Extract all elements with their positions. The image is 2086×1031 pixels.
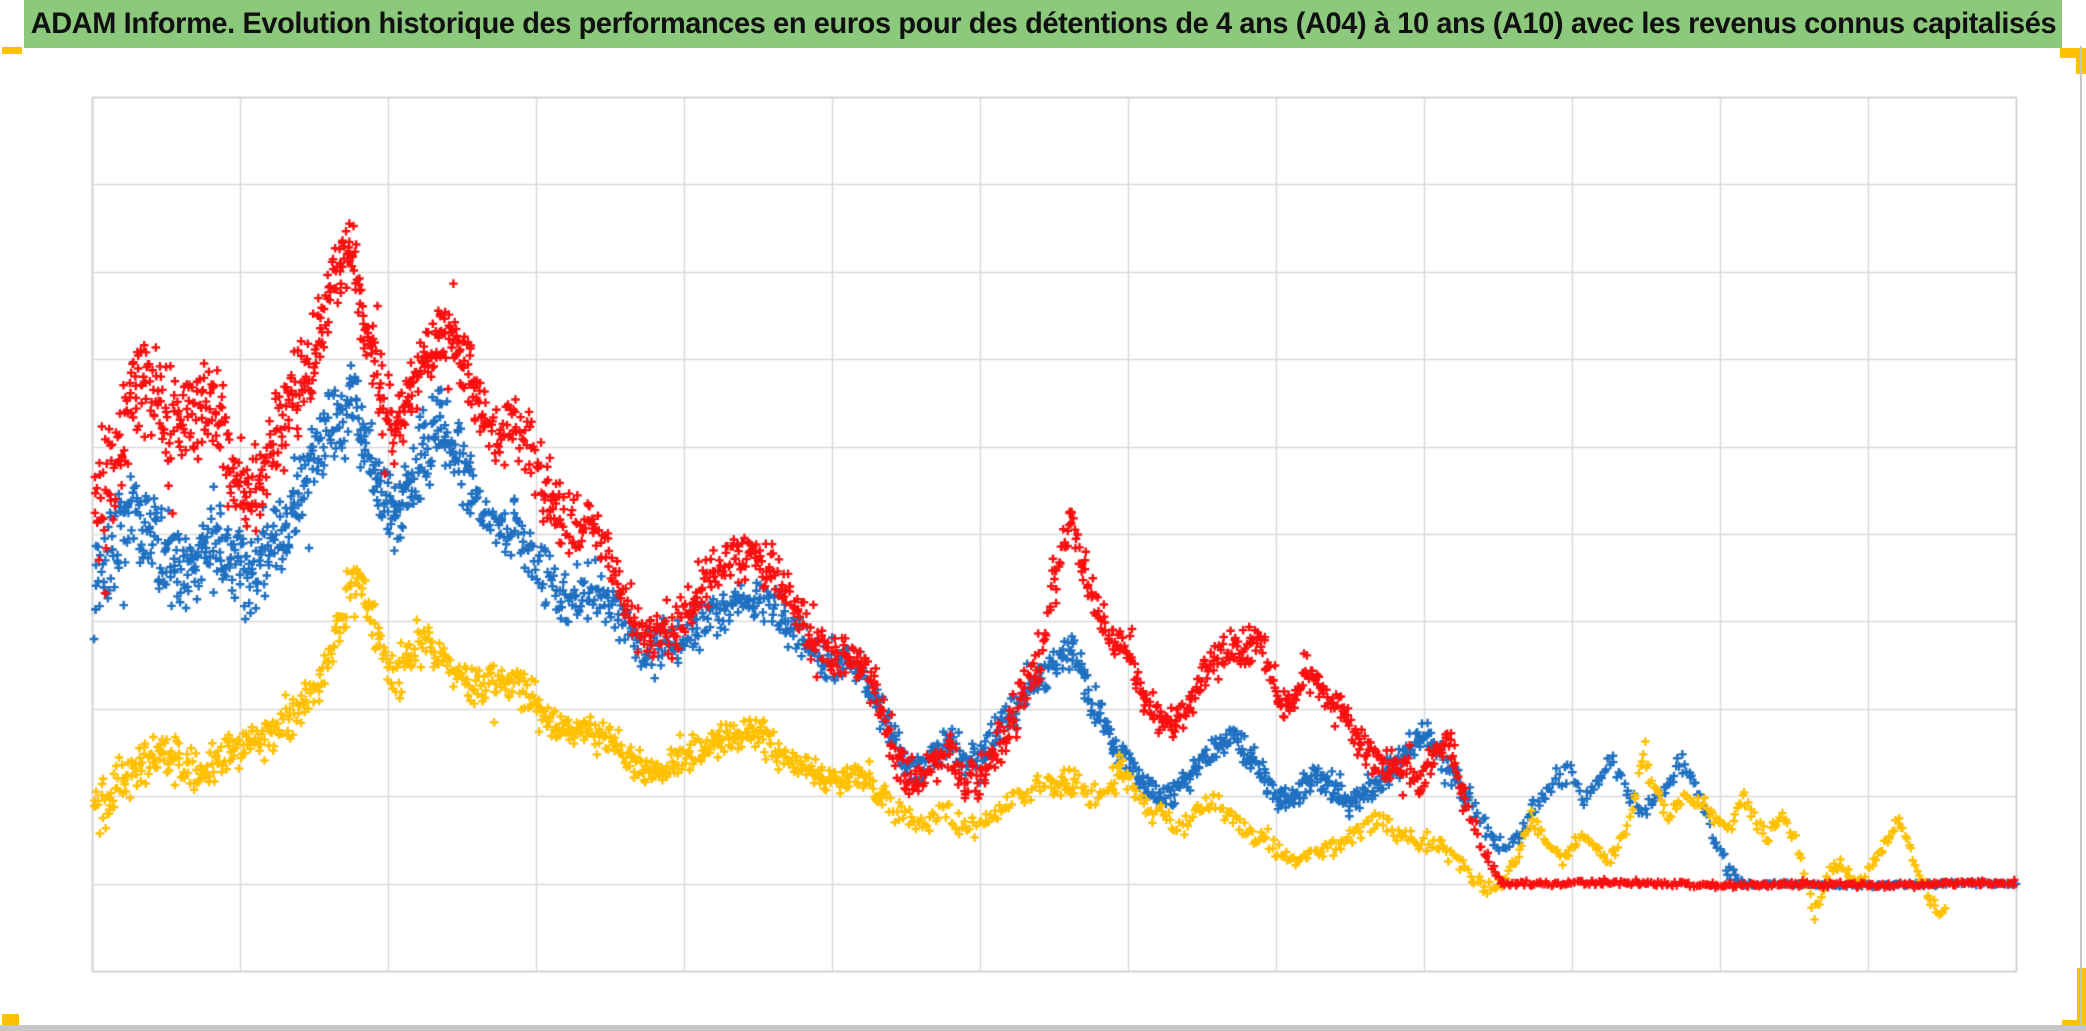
- window-right-border: [2080, 46, 2082, 1031]
- window-bottom-border: [0, 1025, 2086, 1031]
- selection-handle-bottom-left[interactable]: [2, 1014, 19, 1028]
- selection-handle-top-right-horizontal[interactable]: [2060, 48, 2086, 58]
- selection-handle-top-left[interactable]: [2, 47, 22, 54]
